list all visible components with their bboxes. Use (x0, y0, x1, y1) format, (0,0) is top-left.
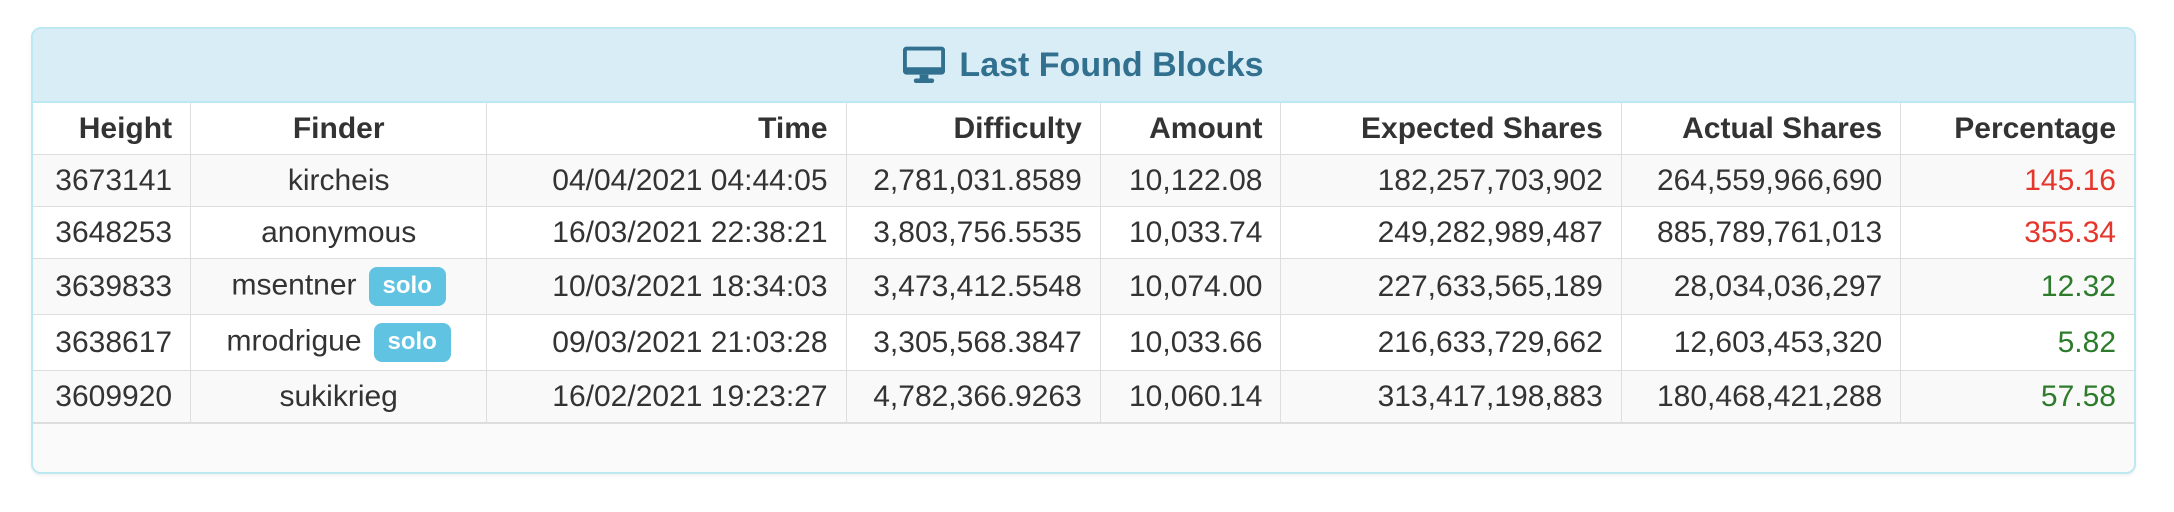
finder-cell: mrodrigue solo (190, 314, 488, 371)
height-cell: 3638617 (33, 314, 192, 371)
difficulty-cell: 3,803,756.5535 (845, 206, 1101, 259)
difficulty-cell: 2,781,031.8589 (845, 154, 1101, 207)
blocks-table: Height Finder Time Difficulty Amount Exp… (33, 103, 2134, 423)
amount-cell: 10,060.14 (1099, 370, 1282, 423)
expected-shares-cell: 216,633,729,662 (1280, 314, 1622, 371)
table-header-row: Height Finder Time Difficulty Amount Exp… (33, 103, 2134, 155)
column-header-amount: Amount (1099, 103, 1282, 155)
amount-cell: 10,033.66 (1099, 314, 1282, 371)
actual-shares-cell: 885,789,761,013 (1620, 206, 1902, 259)
panel-footer (33, 423, 2134, 472)
difficulty-cell: 3,473,412.5548 (845, 258, 1101, 315)
table-row: 3638617 mrodrigue solo 09/03/2021 21:03:2… (33, 314, 2134, 371)
finder-cell: anonymous (190, 206, 488, 259)
column-header-difficulty: Difficulty (845, 103, 1101, 155)
height-cell: 3673141 (33, 154, 192, 207)
finder-cell: kircheis (190, 154, 488, 207)
finder-name: msentner (231, 268, 357, 302)
percentage-cell: 145.16 (1900, 154, 2134, 207)
amount-cell: 10,074.00 (1099, 258, 1282, 315)
panel-heading: Last Found Blocks (33, 29, 2134, 103)
column-header-time: Time (486, 103, 847, 155)
difficulty-cell: 4,782,366.9263 (845, 370, 1101, 423)
actual-shares-cell: 12,603,453,320 (1620, 314, 1902, 371)
last-found-blocks-panel: Last Found Blocks Height Finder Time Dif… (31, 27, 2136, 474)
finder-cell: msentner solo (190, 258, 488, 315)
finder-name: anonymous (261, 216, 417, 249)
column-header-percentage: Percentage (1900, 103, 2134, 155)
column-header-expected-shares: Expected Shares (1280, 103, 1622, 155)
table-row: 3673141 kircheis 04/04/2021 04:44:05 2,7… (33, 154, 2134, 207)
column-header-actual-shares: Actual Shares (1620, 103, 1902, 155)
height-cell: 3639833 (33, 258, 192, 315)
expected-shares-cell: 313,417,198,883 (1280, 370, 1622, 423)
finder-name: mrodrigue (226, 324, 362, 358)
column-header-finder: Finder (190, 103, 488, 155)
finder-name: kircheis (287, 164, 390, 197)
difficulty-cell: 3,305,568.3847 (845, 314, 1101, 371)
panel-title: Last Found Blocks (959, 45, 1264, 84)
time-cell: 09/03/2021 21:03:28 (486, 314, 847, 371)
table-row: 3609920 sukikrieg 16/02/2021 19:23:27 4,… (33, 370, 2134, 423)
time-cell: 16/03/2021 22:38:21 (486, 206, 847, 259)
actual-shares-cell: 28,034,036,297 (1620, 258, 1902, 315)
actual-shares-cell: 264,559,966,690 (1620, 154, 1902, 207)
solo-badge: solo (368, 267, 446, 306)
time-cell: 04/04/2021 04:44:05 (486, 154, 847, 207)
time-cell: 10/03/2021 18:34:03 (486, 258, 847, 315)
column-header-height: Height (33, 103, 192, 155)
finder-name: sukikrieg (279, 380, 398, 413)
height-cell: 3648253 (33, 206, 192, 259)
table-row: 3639833 msentner solo 10/03/2021 18:34:03… (33, 258, 2134, 315)
time-cell: 16/02/2021 19:23:27 (486, 370, 847, 423)
solo-badge: solo (373, 323, 451, 362)
height-cell: 3609920 (33, 370, 192, 423)
amount-cell: 10,122.08 (1099, 154, 1282, 207)
actual-shares-cell: 180,468,421,288 (1620, 370, 1902, 423)
percentage-cell: 12.32 (1900, 258, 2134, 315)
expected-shares-cell: 182,257,703,902 (1280, 154, 1622, 207)
expected-shares-cell: 227,633,565,189 (1280, 258, 1622, 315)
finder-cell: sukikrieg (190, 370, 488, 423)
percentage-cell: 5.82 (1900, 314, 2134, 371)
amount-cell: 10,033.74 (1099, 206, 1282, 259)
table-row: 3648253 anonymous 16/03/2021 22:38:21 3,… (33, 206, 2134, 259)
percentage-cell: 57.58 (1900, 370, 2134, 423)
expected-shares-cell: 249,282,989,487 (1280, 206, 1622, 259)
percentage-cell: 355.34 (1900, 206, 2134, 259)
desktop-icon (903, 46, 946, 84)
table-body: 3673141 kircheis 04/04/2021 04:44:05 2,7… (33, 154, 2134, 423)
